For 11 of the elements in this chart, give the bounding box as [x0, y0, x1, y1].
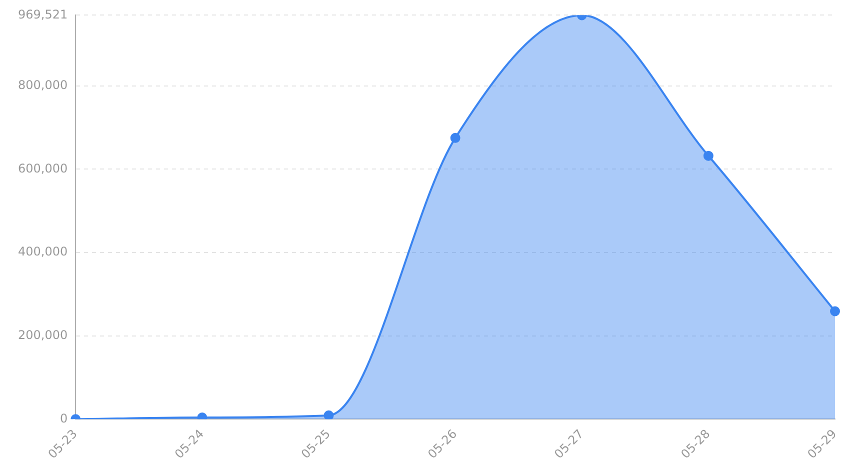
y-tick-label: 0	[60, 411, 68, 426]
y-tick-label: 969,521	[18, 7, 68, 22]
y-tick-label: 800,000	[18, 78, 68, 92]
y-tick-label: 600,000	[18, 161, 68, 176]
point	[703, 150, 714, 161]
point	[450, 132, 460, 143]
point	[197, 412, 208, 420]
y-tick-label: 400,000	[18, 244, 68, 259]
point	[830, 306, 840, 316]
y-tick-label: 200,000	[18, 328, 68, 342]
point	[324, 410, 334, 420]
